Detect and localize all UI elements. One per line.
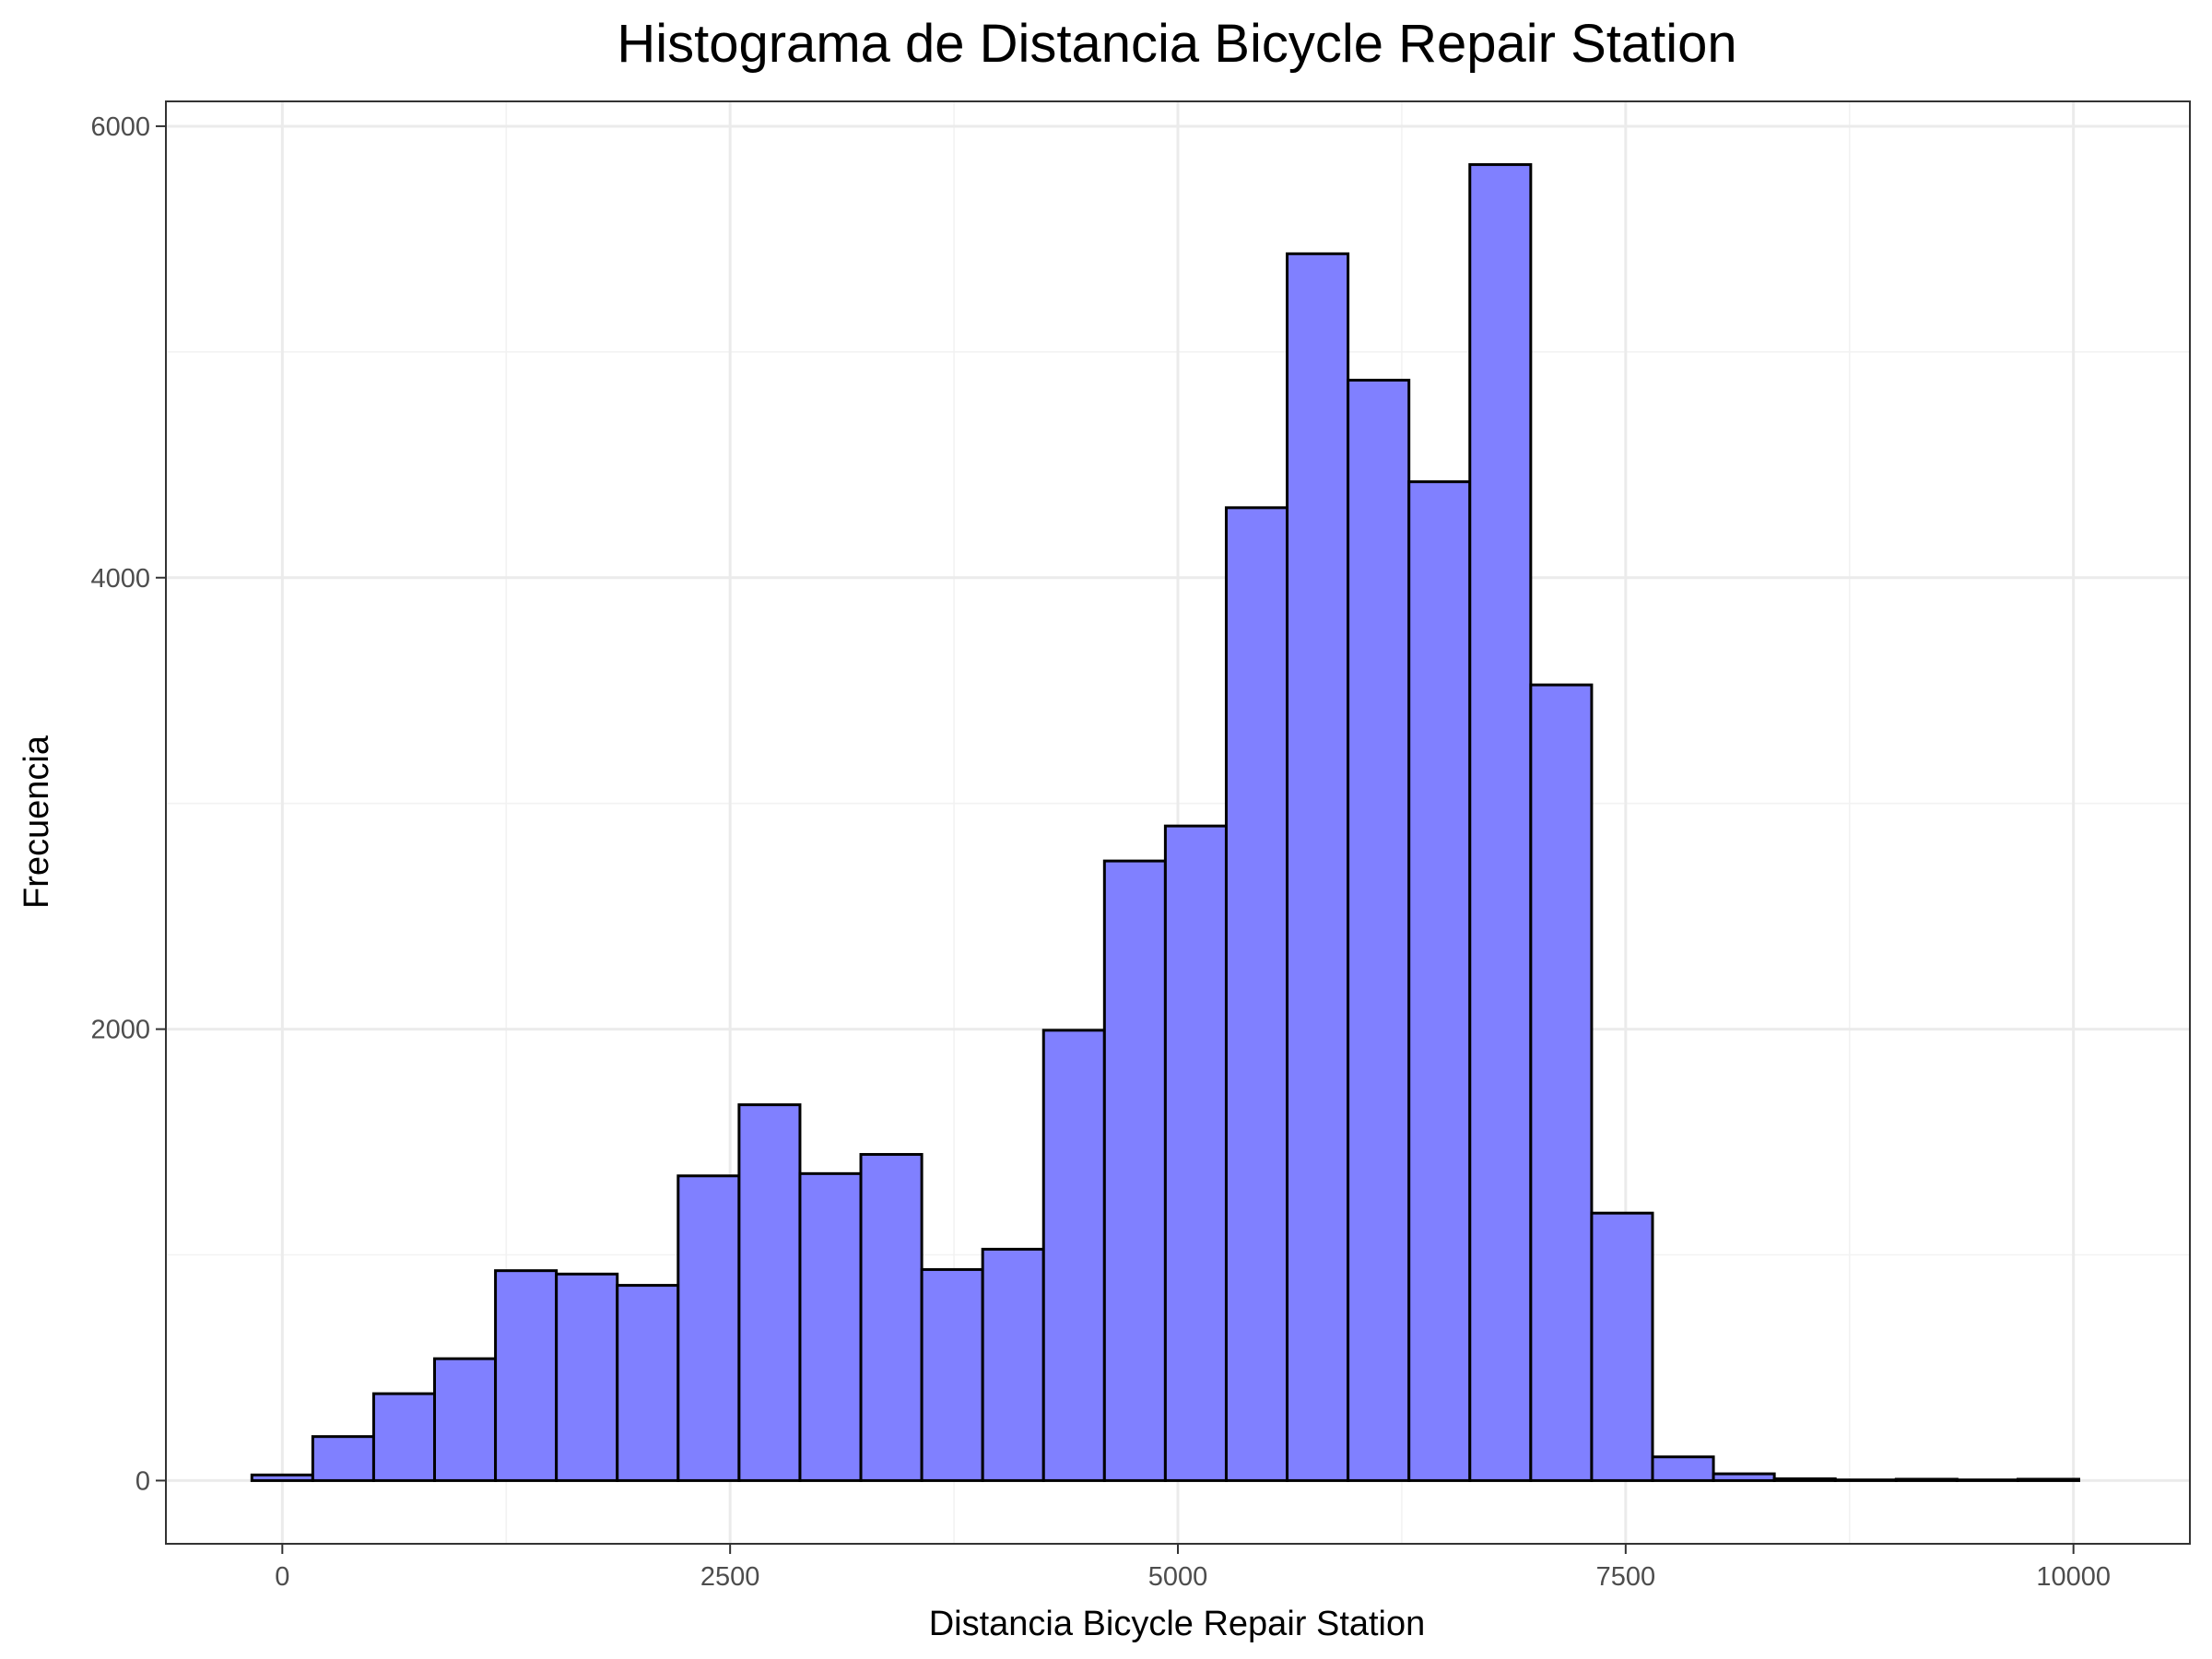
- histogram-bar: [1833, 1478, 1898, 1482]
- histogram-bar: [250, 1473, 314, 1482]
- chart-title: Histograma de Distancia Bicycle Repair S…: [617, 14, 1736, 74]
- histogram-bar: [859, 1153, 924, 1482]
- histogram-bar: [371, 1392, 437, 1482]
- axis-tick-labels: 0 2500 5000 7500 10000 0 2000 4000 6000: [90, 112, 2111, 1592]
- x-tick-label: 5000: [1148, 1562, 1208, 1592]
- histogram-bar: [981, 1247, 1045, 1482]
- y-tick-label: 6000: [90, 112, 150, 142]
- histogram-bar: [494, 1269, 559, 1482]
- histogram-bar: [555, 1272, 619, 1482]
- histogram-bar: [1712, 1472, 1776, 1482]
- histogram-bar: [1102, 859, 1167, 1482]
- axis-ticks: [156, 124, 2075, 1554]
- histogram-bar: [798, 1171, 863, 1482]
- y-tick-label: 4000: [90, 564, 150, 594]
- histogram-bar: [1286, 252, 1350, 1482]
- x-tick-label: 7500: [1596, 1562, 1656, 1592]
- histogram-bar: [1407, 480, 1472, 1482]
- histogram-bar: [737, 1103, 802, 1482]
- histogram-bars: [250, 163, 2081, 1482]
- histogram-bar: [1041, 1029, 1106, 1482]
- histogram-bar: [311, 1435, 375, 1482]
- histogram-bar: [1590, 1211, 1654, 1482]
- histogram-bar: [1529, 683, 1594, 1482]
- histogram-bar: [1224, 506, 1289, 1482]
- histogram-bar: [677, 1174, 741, 1482]
- histogram-bar: [433, 1357, 498, 1482]
- x-tick-label: 0: [275, 1562, 289, 1592]
- histogram-bar: [616, 1284, 680, 1482]
- histogram-bar: [1468, 163, 1533, 1482]
- histogram-bar: [1894, 1477, 1959, 1482]
- histogram-bar: [1772, 1477, 1837, 1482]
- histogram-bar: [1955, 1478, 2019, 1482]
- x-axis-label: Distancia Bicycle Repair Station: [929, 1605, 1426, 1643]
- y-tick-label: 2000: [90, 1016, 150, 1045]
- x-tick-label: 2500: [700, 1562, 760, 1592]
- histogram-bar: [1163, 824, 1228, 1482]
- histogram-bar: [2016, 1477, 2081, 1482]
- histogram-bar: [1347, 378, 1411, 1482]
- histogram-bar: [920, 1267, 984, 1482]
- y-axis-label: Frecuencia: [18, 735, 56, 909]
- x-tick-label: 10000: [2036, 1562, 2111, 1592]
- histogram-bar: [1651, 1455, 1715, 1482]
- y-tick-label: 0: [135, 1466, 150, 1496]
